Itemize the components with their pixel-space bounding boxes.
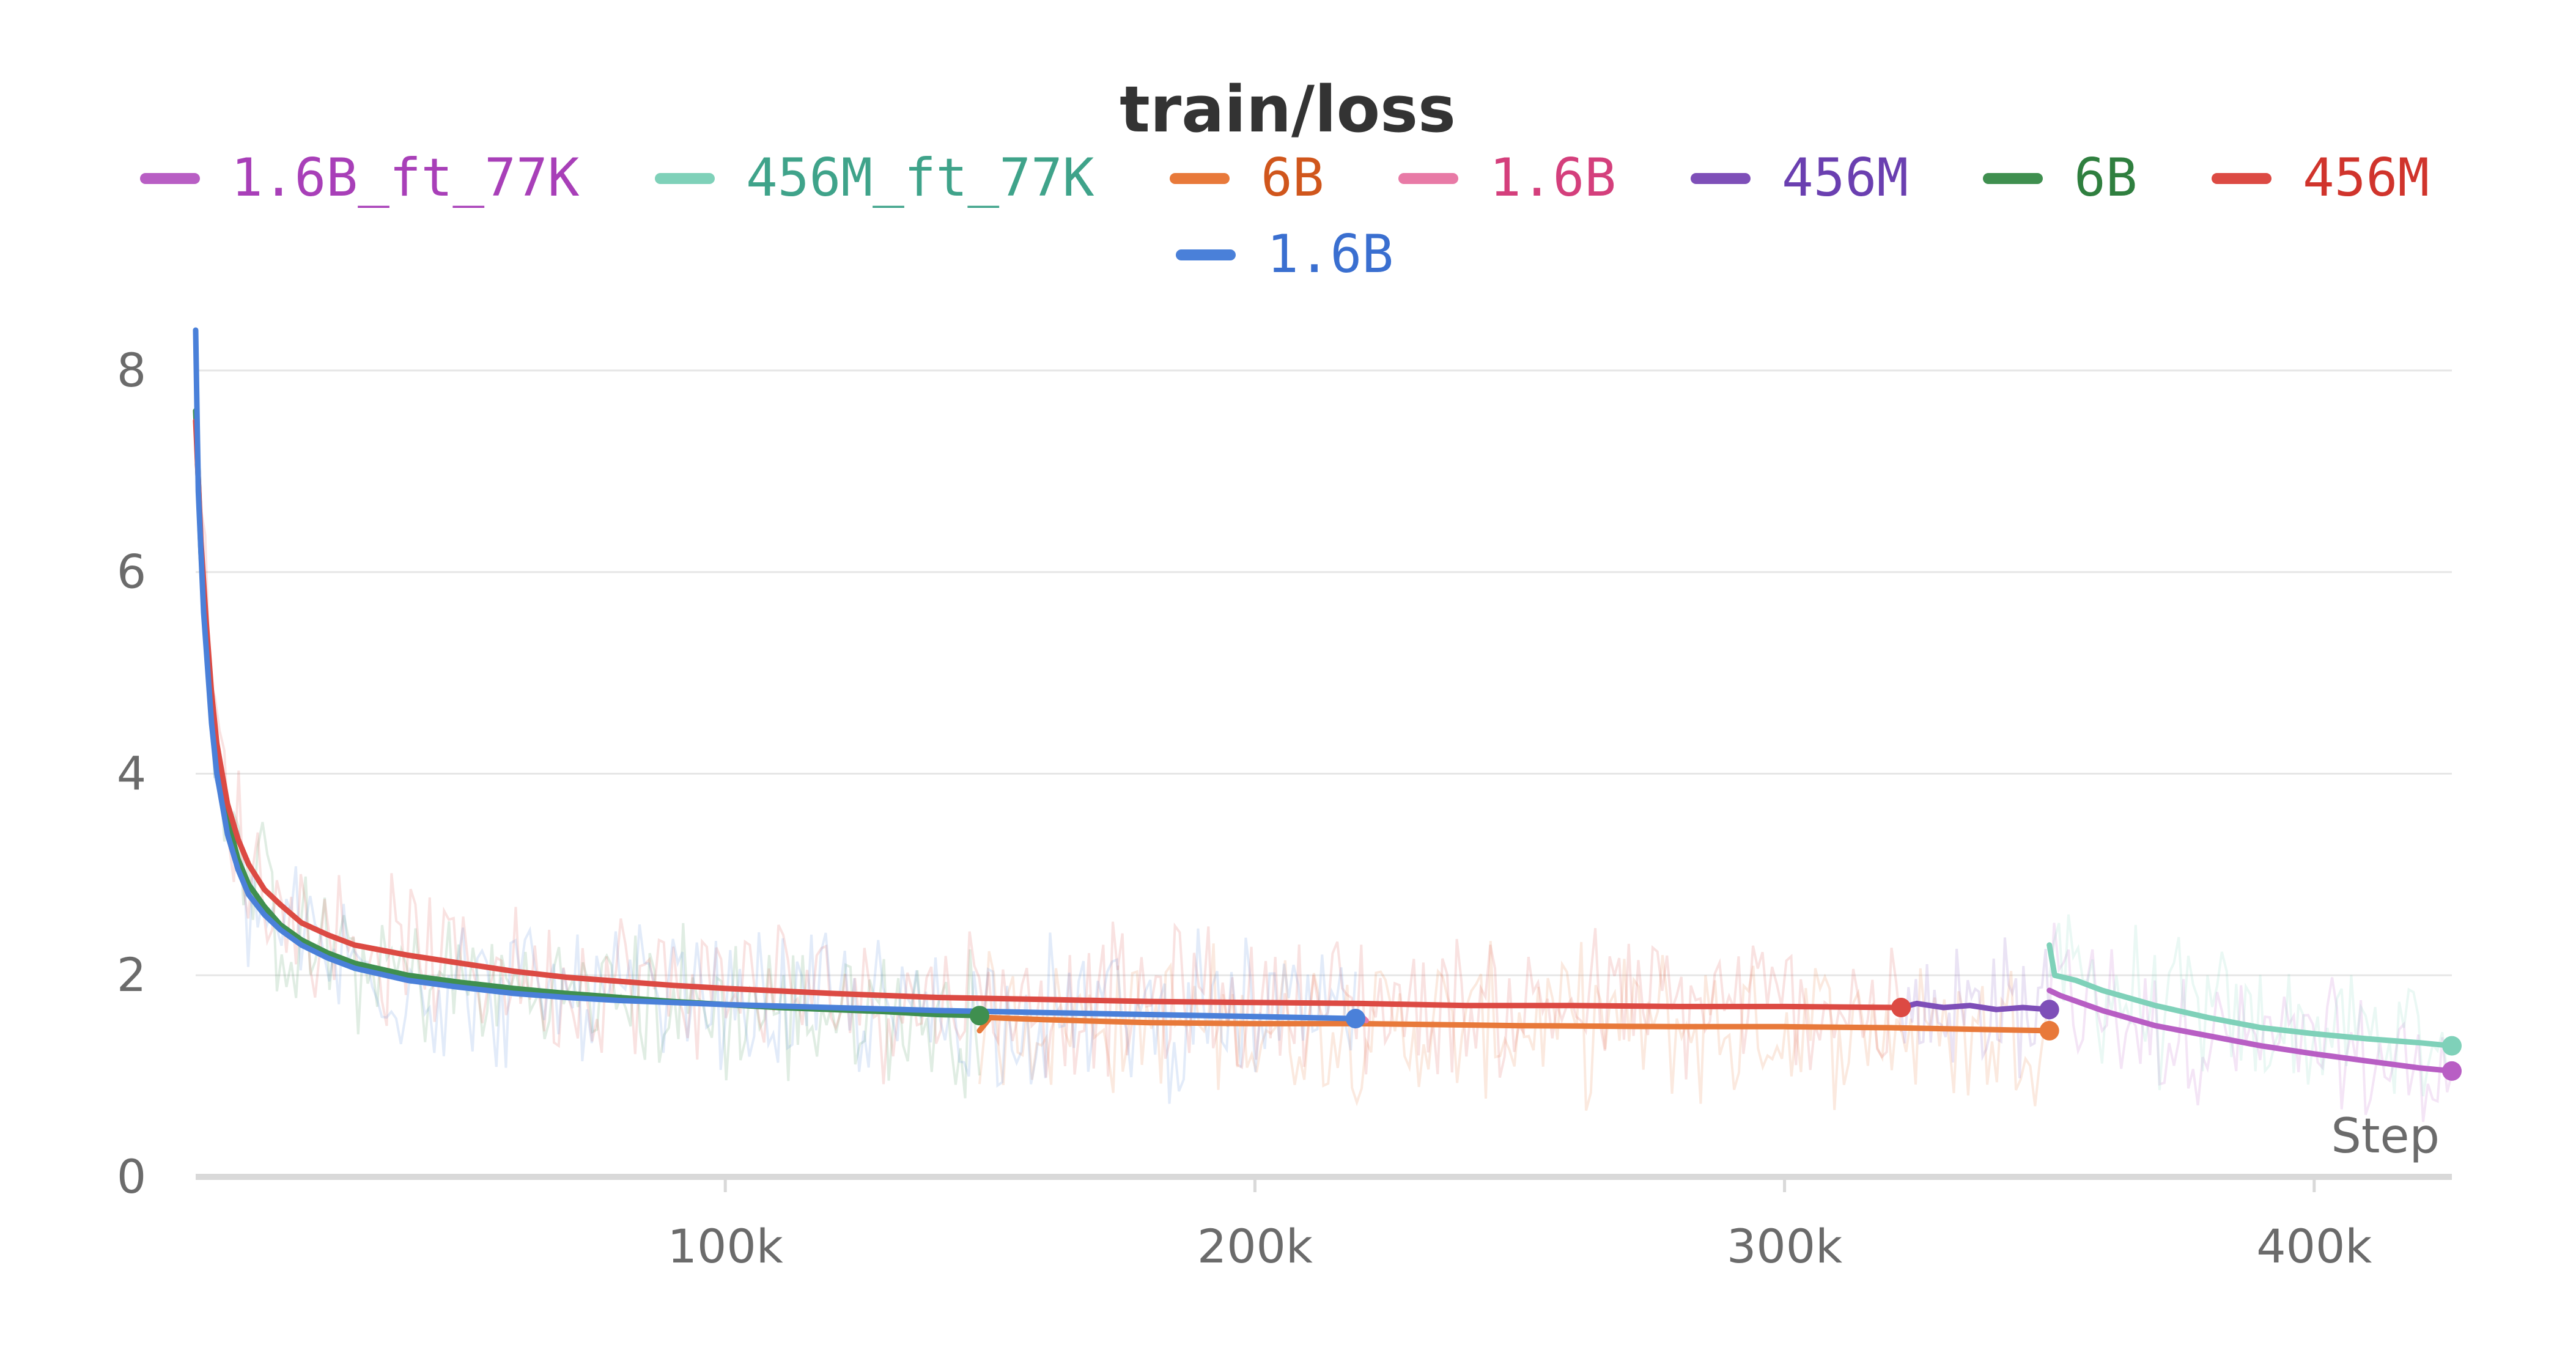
raw-noise-line bbox=[1900, 937, 2051, 1078]
legend-item[interactable]: 456M_ft_77K bbox=[655, 147, 1094, 208]
raw-noise-line bbox=[978, 941, 2051, 1111]
endpoint-marker bbox=[969, 1006, 989, 1026]
legend-label: 1.6B bbox=[1489, 147, 1616, 208]
raw-noise-line bbox=[2048, 914, 2453, 1097]
series-line[interactable] bbox=[193, 418, 1904, 1011]
legend-label: 456M bbox=[2303, 147, 2429, 208]
endpoint-markers bbox=[969, 998, 2462, 1081]
raw-noise-line bbox=[2048, 923, 2453, 1122]
endpoint-marker bbox=[2442, 1036, 2462, 1056]
legend-item[interactable]: 456M bbox=[1691, 147, 1908, 208]
x-tick-label: 200k bbox=[1197, 1219, 1313, 1273]
series-line[interactable] bbox=[2046, 942, 2455, 1049]
endpoint-marker bbox=[1345, 1009, 1365, 1029]
series-line[interactable] bbox=[2046, 987, 2455, 1074]
legend-label: 1.6B_ft_77K bbox=[231, 147, 580, 208]
series-line[interactable] bbox=[1898, 1000, 2053, 1012]
legend-item[interactable]: 6B bbox=[1170, 147, 1324, 208]
legend[interactable]: 1.6B_ft_77K 456M_ft_77K 6B 1.6B 456M 6B 456M 1.… bbox=[140, 147, 2429, 285]
y-tick-label: 6 bbox=[117, 545, 146, 599]
legend-item[interactable]: 6B bbox=[1983, 147, 2138, 208]
gridlines: 0 2 4 6 8 bbox=[117, 343, 2452, 1204]
x-tick-label: 400k bbox=[2256, 1219, 2372, 1273]
y-tick-label: 4 bbox=[117, 746, 146, 800]
raw-noise-line bbox=[194, 338, 1357, 1104]
x-tick-label: 300k bbox=[1727, 1219, 1842, 1273]
legend-label: 6B bbox=[1261, 147, 1324, 208]
legend-label: 1.6B bbox=[1267, 224, 1393, 285]
chart-title: train/loss bbox=[1120, 72, 1456, 147]
endpoint-marker bbox=[2442, 1061, 2462, 1081]
endpoint-marker bbox=[2039, 1020, 2059, 1041]
legend-item[interactable]: 1.6B bbox=[1398, 147, 1616, 208]
legend-item[interactable]: 456M bbox=[2212, 147, 2429, 208]
x-axis-label: Step bbox=[2331, 1109, 2440, 1164]
y-tick-label: 2 bbox=[117, 948, 146, 1002]
legend-item[interactable]: 1.6B bbox=[1176, 224, 1393, 285]
axes: 100k 200k 300k 400k bbox=[196, 1174, 2452, 1273]
series-line[interactable] bbox=[193, 408, 983, 1019]
y-tick-label: 0 bbox=[117, 1149, 146, 1204]
endpoint-marker bbox=[2039, 1000, 2059, 1020]
legend-item[interactable]: 1.6B_ft_77K bbox=[140, 147, 580, 208]
legend-label: 6B bbox=[2074, 147, 2138, 208]
raw-noise-line bbox=[194, 463, 1903, 1085]
y-tick-label: 8 bbox=[117, 343, 146, 397]
x-tick-label: 100k bbox=[668, 1219, 783, 1273]
endpoint-marker bbox=[1891, 998, 1911, 1017]
legend-label: 456M bbox=[1782, 147, 1908, 208]
series-line[interactable] bbox=[193, 327, 1359, 1022]
legend-label: 456M_ft_77K bbox=[746, 147, 1094, 208]
